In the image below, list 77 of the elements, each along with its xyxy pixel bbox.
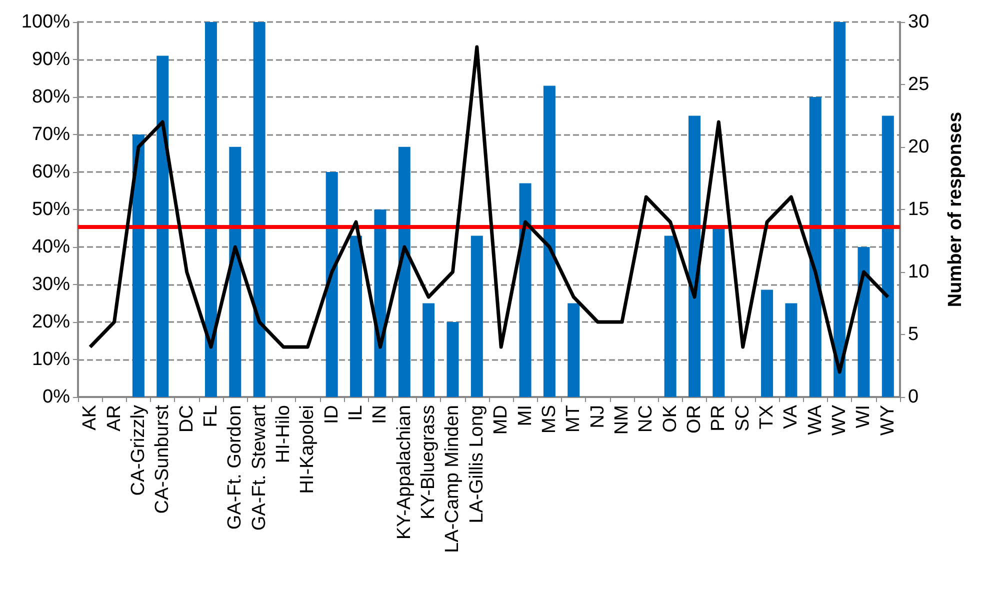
y2-tick-label: 0 (908, 386, 919, 408)
x-tick-label: HI-Kapolei (297, 405, 318, 494)
bar (568, 303, 580, 397)
bar (834, 22, 846, 397)
bar (882, 116, 894, 397)
x-tick-label: IN (370, 405, 391, 424)
x-tick-label: AR (104, 405, 125, 432)
x-tick-label: IL (346, 405, 367, 421)
x-tick-label: NJ (587, 405, 608, 428)
x-tick-label: MS (538, 405, 560, 434)
bar (543, 86, 556, 397)
bar (785, 303, 798, 397)
x-tick-label: MI (514, 405, 536, 426)
y2-tick-label: 10 (908, 262, 930, 282)
x-tick-label: OK (660, 404, 681, 432)
x-tick-label: MD (490, 405, 512, 435)
bar (470, 236, 483, 397)
bar (664, 236, 676, 397)
x-tick-label: KY-Bluegrass (418, 405, 440, 520)
x-tick-label: MT (563, 404, 584, 432)
bar (519, 183, 532, 397)
bar (761, 290, 774, 397)
x-tick-label: WV (829, 404, 850, 436)
y2-tick-label: 5 (908, 324, 919, 345)
bar (229, 146, 242, 397)
x-tick-label: LA-Gillis Long (466, 405, 488, 524)
y-tick-label: 80% (32, 86, 70, 108)
x-tick-label: CA-Grizzly (128, 404, 149, 496)
x-tick-label: LA-Camp Minden (442, 405, 464, 553)
bar (858, 247, 870, 397)
y2-tick-label: 30 (908, 12, 930, 32)
bar (204, 22, 217, 397)
line-series (88, 45, 890, 374)
bar (253, 22, 266, 397)
x-tick-label: ID (321, 405, 342, 424)
x-tick-label: AK (80, 404, 101, 430)
x-tick-label: HI-Hilo (273, 405, 294, 464)
bar (446, 322, 459, 397)
bar (712, 228, 725, 397)
y-tick-label: 30% (32, 274, 70, 295)
x-tick-label: WI (853, 405, 874, 428)
x-tick-label: SC (732, 405, 754, 432)
x-tick-label: TX (756, 404, 778, 430)
y-tick-label: 40% (32, 236, 70, 258)
x-tick-label: DC (176, 405, 198, 432)
bar (398, 146, 410, 397)
y-tick-label: 0% (42, 386, 70, 408)
bar (809, 97, 822, 397)
y2-tick-label: 25 (908, 74, 930, 95)
bar (326, 172, 338, 397)
y-tick-label: 90% (32, 49, 70, 70)
x-tick-label: PR (708, 405, 730, 432)
x-tick-label: WA (804, 404, 826, 435)
y2-tick-label: 20 (908, 136, 930, 158)
x-tick-label: GA-Ft. Gordon (224, 405, 246, 530)
bar (350, 236, 362, 397)
x-tick-label: NM (611, 405, 632, 435)
y-tick-label: 20% (32, 312, 70, 332)
x-tick-label: VA (780, 404, 802, 429)
x-tick-label: FL (200, 405, 222, 428)
y-tick-label: 10% (32, 349, 70, 370)
x-tick-label: GA-Ft. Stewart (248, 404, 270, 531)
y-tick-label: 50% (32, 199, 70, 220)
x-tick-label: OR (684, 405, 705, 434)
y-tick-label: 70% (32, 124, 70, 145)
y2-tick-label: 15 (908, 199, 930, 220)
x-tick-label: KY-Appalachian (394, 405, 415, 540)
y2-axis-title: Number of responses (945, 112, 966, 308)
x-tick-label: NC (636, 405, 657, 432)
bar (688, 116, 700, 397)
x-tick-label: WY (877, 404, 898, 436)
bar (132, 134, 144, 397)
y-tick-label: 60% (32, 162, 70, 182)
y-tick-label: 100% (21, 12, 70, 32)
bar (156, 56, 169, 397)
bar (422, 303, 435, 397)
x-tick-label: CA-Sunburst (152, 404, 174, 514)
